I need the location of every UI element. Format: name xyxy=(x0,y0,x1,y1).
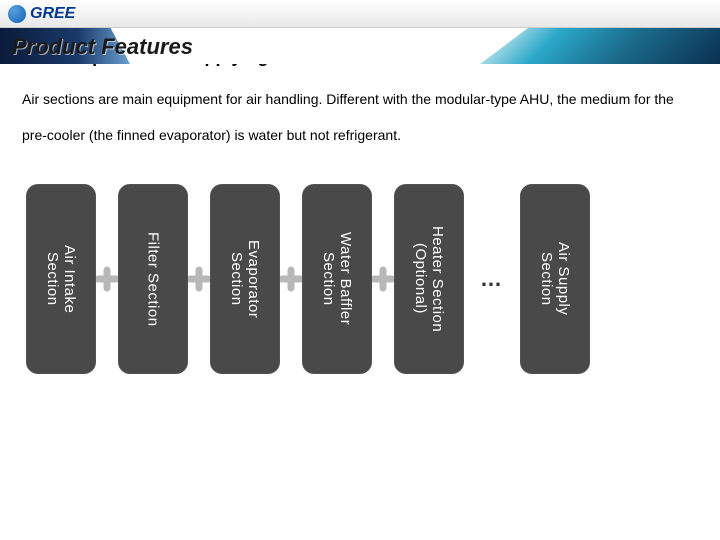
flow-ellipsis: … xyxy=(464,266,520,292)
flow-section: Air Intake Section xyxy=(26,184,96,374)
flow-connector-icon xyxy=(186,266,212,292)
brand-name: GREE xyxy=(30,5,75,23)
body-paragraph: Air sections are main equipment for air … xyxy=(22,81,698,154)
title-ribbon: Product Features xyxy=(0,28,720,64)
flow-connector-icon xyxy=(94,266,120,292)
flow-connector-icon xyxy=(278,266,304,292)
brand-logo: GREE xyxy=(8,5,75,23)
flow-section-label: Air Supply Section xyxy=(538,242,572,315)
flow-section-label: Evaporator Section xyxy=(228,240,262,318)
flow-section-final: Air Supply Section xyxy=(520,184,590,374)
content-area: Principle for Air Supplying Air sections… xyxy=(0,28,720,384)
flow-diagram: Air Intake Section Filter Section Evapor… xyxy=(22,174,698,384)
flow-section-label: Air Intake Section xyxy=(44,245,78,313)
flow-section: Water Baffler Section xyxy=(302,184,372,374)
flow-section: Heater Section (Optional) xyxy=(394,184,464,374)
flow-section: Evaporator Section xyxy=(210,184,280,374)
flow-section-label: Heater Section (Optional) xyxy=(412,226,446,332)
flow-section-label: Water Baffler Section xyxy=(320,232,354,325)
flow-connector-icon xyxy=(370,266,396,292)
header-bar: GREE xyxy=(0,0,720,28)
page-title: Product Features xyxy=(12,34,720,60)
globe-icon xyxy=(8,5,26,23)
flow-section-label: Filter Section xyxy=(145,232,162,327)
flow-section: Filter Section xyxy=(118,184,188,374)
